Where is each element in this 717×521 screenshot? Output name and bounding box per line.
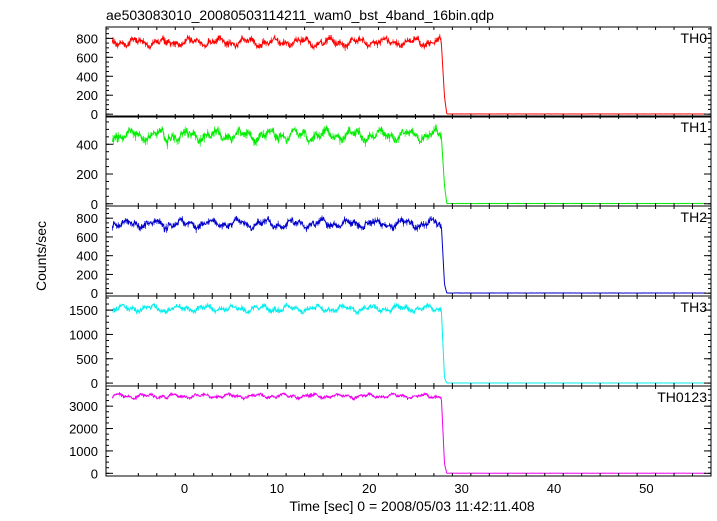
panel-frame — [105, 385, 712, 477]
y-tick-label: 200 — [76, 267, 98, 282]
series-line-th2 — [112, 216, 707, 294]
panel-label-th2: TH2 — [681, 209, 708, 225]
x-tick-label: 20 — [362, 481, 376, 496]
y-tick-label: 1000 — [69, 327, 98, 342]
y-tick-label: 0 — [91, 466, 98, 481]
y-tick-label: 200 — [76, 88, 98, 103]
error-bars-th1 — [112, 124, 442, 150]
error-bars-th3 — [112, 302, 442, 315]
panel-label-th3: TH3 — [681, 299, 708, 315]
error-bars-th0 — [112, 33, 442, 52]
series-line-th0123 — [112, 391, 706, 474]
panel-label-th0: TH0 — [681, 30, 708, 46]
y-tick-label: 0 — [91, 197, 98, 212]
panel-th0: 0 200 400 600 800 TH0 — [76, 26, 712, 122]
panel-th0123: 0 1000 2000 3000 TH0123 — [69, 385, 712, 481]
y-tick-label: 0 — [91, 286, 98, 301]
panel-label-th0123: TH0123 — [657, 389, 707, 405]
y-tick-label: 1000 — [69, 444, 98, 459]
y-tick-label: 400 — [76, 69, 98, 84]
error-bar-path — [112, 124, 442, 150]
y-tick-label: 600 — [76, 50, 98, 65]
series-line-th0 — [111, 34, 706, 115]
y-tick-label: 800 — [76, 211, 98, 226]
y-tick-label: 400 — [76, 137, 98, 152]
y-tick-label: 500 — [76, 352, 98, 367]
y-axis-label: Counts/sec — [33, 221, 49, 291]
error-bars-th0123 — [112, 392, 442, 401]
chart-title: ae503083010_20080503114211_wam0_bst_4ban… — [106, 7, 494, 23]
error-bar-path — [112, 302, 442, 315]
series-line-th1 — [111, 125, 707, 205]
panel-th3: 0 500 1000 1500 TH3 — [69, 295, 712, 391]
panel-frame — [105, 115, 712, 207]
y-tick-label: 800 — [76, 31, 98, 46]
error-bars-th2 — [112, 215, 442, 233]
y-tick-label: 400 — [76, 249, 98, 264]
series-line-th3 — [112, 302, 706, 384]
error-bar-path — [112, 392, 442, 401]
panel-th1: 0 200 400 TH1 — [76, 115, 712, 212]
x-tick-label: 30 — [454, 481, 468, 496]
panel-th2: 0 200 400 600 800 TH2 — [76, 205, 712, 301]
y-tick-label: 2000 — [69, 422, 98, 437]
y-tick-label: 0 — [91, 376, 98, 391]
x-tick-label: 0 — [181, 481, 188, 496]
y-tick-label: 1500 — [69, 303, 98, 318]
x-axis-label: Time [sec] 0 = 2008/05/03 11:42:11.408 — [289, 498, 535, 514]
error-bar-path — [112, 215, 442, 233]
error-bar-path — [112, 33, 442, 52]
y-tick-label: 200 — [76, 167, 98, 182]
y-tick-label: 0 — [91, 107, 98, 122]
x-tick-label: 40 — [547, 481, 561, 496]
x-tick-label: 50 — [639, 481, 653, 496]
y-tick-label: 600 — [76, 230, 98, 245]
y-tick-label: 3000 — [69, 399, 98, 414]
panel-label-th1: TH1 — [681, 119, 708, 135]
x-tick-label: 10 — [270, 481, 284, 496]
